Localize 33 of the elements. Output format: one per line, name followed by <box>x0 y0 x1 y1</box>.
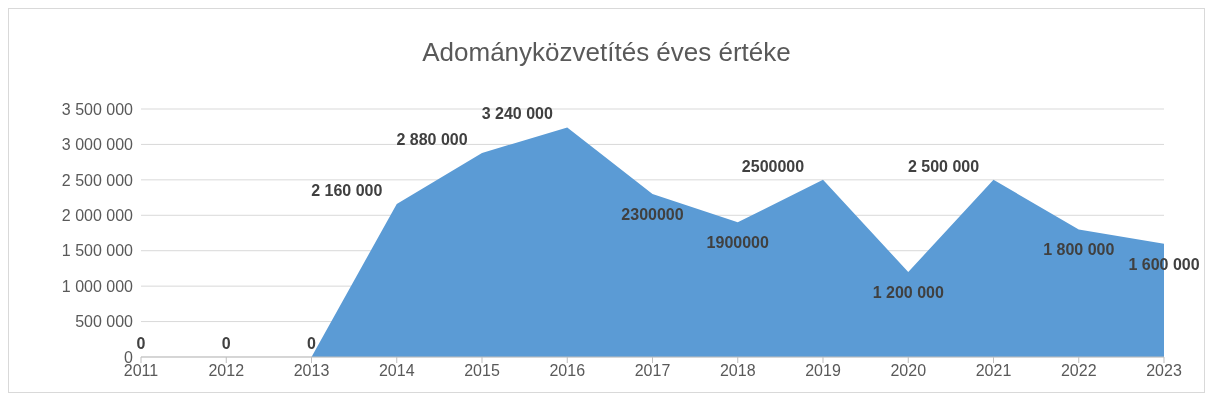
y-tick-label: 2 500 000 <box>61 171 134 189</box>
y-tick-label: 500 000 <box>75 313 134 331</box>
x-tick-label: 2022 <box>1060 362 1097 380</box>
y-tick-label: 1 000 000 <box>61 277 134 295</box>
data-label: 2500000 <box>741 157 805 175</box>
y-tick-label: 3 500 000 <box>61 100 134 118</box>
x-tick-label: 2012 <box>208 362 245 380</box>
data-label: 0 <box>221 335 231 352</box>
x-tick-label: 2020 <box>890 362 927 380</box>
x-tick-label: 2011 <box>123 362 159 380</box>
chart-title: Adományközvetítés éves értéke <box>421 36 792 69</box>
data-label: 2300000 <box>621 206 684 224</box>
data-label: 0 <box>136 335 146 352</box>
x-tick-label: 2015 <box>464 362 500 380</box>
x-tick-label: 2017 <box>634 362 671 380</box>
data-label: 2 880 000 <box>396 130 468 148</box>
data-label: 2 500 000 <box>907 157 980 175</box>
data-label: 3 240 000 <box>481 105 553 123</box>
x-tick-label: 2016 <box>549 362 586 380</box>
y-tick-label: 3 000 000 <box>61 136 134 154</box>
x-tick-label: 2013 <box>293 362 330 380</box>
data-label: 0 <box>307 335 317 352</box>
data-label: 2 160 000 <box>311 181 383 199</box>
data-label: 1 200 000 <box>872 283 944 301</box>
y-tick-label: 1 500 000 <box>61 242 134 260</box>
x-tick-label: 2023 <box>1146 362 1182 380</box>
x-tick-label: 2019 <box>805 362 841 380</box>
x-tick-label: 2021 <box>975 362 1012 380</box>
data-label: 1900000 <box>706 234 769 252</box>
x-tick-label: 2018 <box>719 362 756 380</box>
data-label: 1 800 000 <box>1043 241 1115 259</box>
y-tick-label: 2 000 000 <box>61 206 134 224</box>
x-tick-label: 2014 <box>378 362 415 380</box>
